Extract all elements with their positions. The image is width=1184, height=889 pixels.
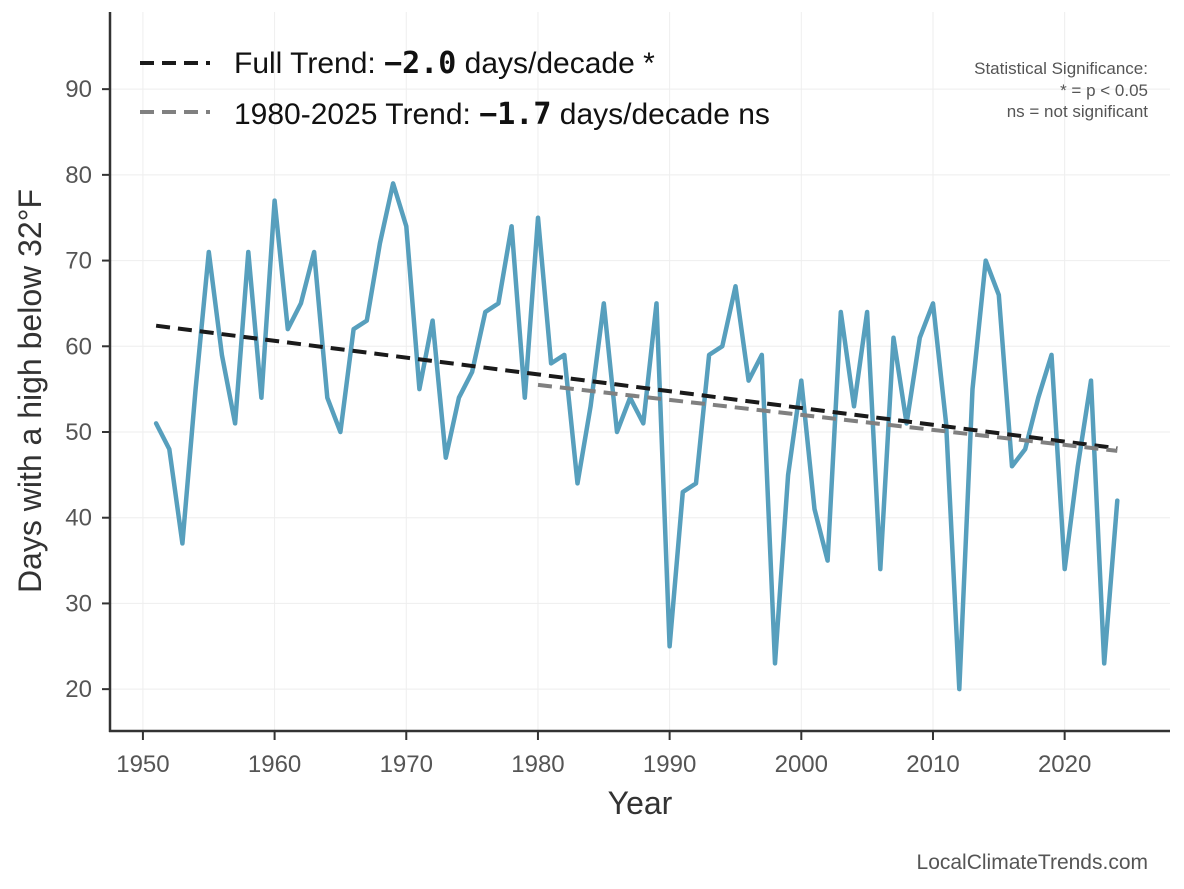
- legend-recent-prefix: 1980-2025 Trend:: [234, 98, 479, 131]
- trend-line-full: [155, 323, 1118, 451]
- significance-line-2: * = p < 0.05: [1060, 81, 1148, 100]
- axes: [108, 12, 1170, 733]
- legend-label-recent-trend: 1980-2025 Trend: −1.7 days/decade ns: [234, 97, 770, 132]
- legend-full-value: −2.0: [384, 46, 456, 81]
- x-tick-label: 2020: [1038, 751, 1091, 778]
- y-tick-label: 20: [65, 676, 92, 703]
- grid: [110, 12, 1170, 732]
- significance-line-1: Statistical Significance:: [974, 59, 1148, 78]
- significance-line-3: ns = not significant: [1007, 102, 1149, 121]
- x-tick-label: 2000: [775, 751, 828, 778]
- legend-full-prefix: Full Trend:: [234, 47, 384, 80]
- source-credit: LocalClimateTrends.com: [917, 851, 1148, 874]
- legend-full-suffix: days/decade *: [456, 47, 655, 80]
- x-tick-label: 1960: [248, 751, 301, 778]
- legend-recent-value: −1.7: [479, 97, 551, 132]
- x-tick-label: 1990: [643, 751, 696, 778]
- significance-note: Statistical Significance: * = p < 0.05 n…: [974, 59, 1148, 121]
- series-group: [153, 181, 1120, 692]
- y-tick-label: 80: [65, 162, 92, 189]
- x-tick-label: 1950: [116, 751, 169, 778]
- legend-label-full-trend: Full Trend: −2.0 days/decade *: [234, 46, 655, 81]
- x-axis-title: Year: [608, 785, 673, 821]
- y-tick-label: 70: [65, 248, 92, 275]
- legend: Full Trend: −2.0 days/decade * 1980-2025…: [140, 46, 770, 132]
- x-tick-label: 1970: [380, 751, 433, 778]
- series-line-observed: [153, 181, 1120, 692]
- legend-recent-suffix: days/decade ns: [551, 98, 769, 131]
- trend-line-1980-2025: [537, 382, 1118, 453]
- y-axis-title: Days with a high below 32°F: [12, 189, 48, 593]
- y-tick-label: 50: [65, 419, 92, 446]
- ticks: 1950 1960 1970 1980 1990 2000 2010 202020304050…: [65, 76, 1091, 778]
- y-tick-label: 40: [65, 505, 92, 532]
- x-tick-label: 1980: [511, 751, 564, 778]
- x-tick-label: 2010: [906, 751, 959, 778]
- y-tick-label: 30: [65, 590, 92, 617]
- y-tick-label: 90: [65, 76, 92, 103]
- y-tick-label: 60: [65, 333, 92, 360]
